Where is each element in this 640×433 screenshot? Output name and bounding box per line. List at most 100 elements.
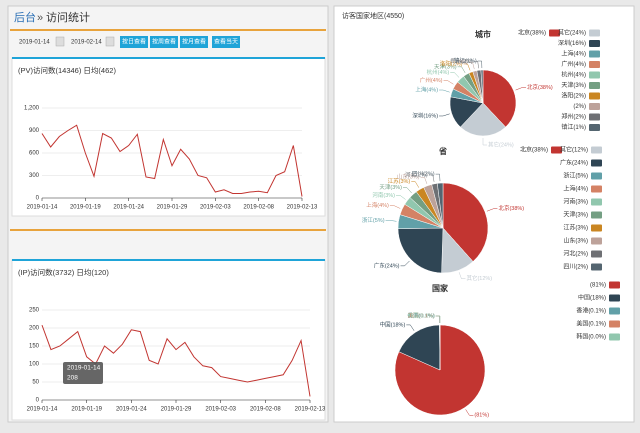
x-tick-label: 2019-01-29 [157, 205, 188, 211]
x-tick-label: 2019-02-13 [295, 407, 326, 413]
pie-title: 国家 [432, 283, 449, 293]
y-tick-label: 600 [29, 151, 40, 157]
legend-swatch[interactable] [589, 93, 600, 100]
legend-label: 浙江(5%) [563, 172, 588, 180]
x-tick-label: 2019-02-03 [205, 407, 236, 413]
slice-label: 广东(24%) [374, 261, 400, 269]
chart-title: (IP)访问数(3732) 日均(120) [18, 267, 109, 277]
x-tick-label: 2019-01-14 [27, 407, 58, 413]
page-title: 访问统计 [46, 11, 90, 24]
legend-label: 北京(38%) [520, 146, 548, 154]
x-tick-label: 2019-01-29 [161, 407, 192, 413]
legend-swatch[interactable] [591, 264, 602, 271]
slice-label: 其它(12%) [466, 274, 492, 282]
legend-label: 洛阳(2%) [561, 92, 586, 100]
slice-label: 中国(18%) [380, 320, 406, 328]
x-tick-label: 2019-02-08 [243, 205, 274, 211]
legend-swatch[interactable] [591, 225, 602, 232]
legend-swatch[interactable] [589, 124, 600, 131]
legend-label: 上海(4%) [563, 185, 588, 193]
legend-label: 北京(38%) [518, 29, 546, 37]
slice-label: 广州(4%) [420, 76, 443, 84]
legend-swatch[interactable] [591, 173, 602, 180]
legend-label: 河南(3%) [563, 198, 588, 206]
legend-swatch[interactable] [589, 114, 600, 121]
slice-label: 上海(4%) [415, 85, 438, 93]
tooltip-value: 208 [67, 375, 78, 382]
y-tick-label: 100 [29, 362, 40, 368]
x-tick-label: 2019-01-14 [27, 205, 58, 211]
legend-label: 山东(3%) [563, 237, 588, 245]
x-tick-label: 2019-02-13 [287, 205, 318, 211]
y-tick-label: 50 [32, 380, 39, 386]
legend-swatch[interactable] [609, 321, 620, 328]
x-tick-label: 2019-02-08 [250, 407, 281, 413]
legend-swatch[interactable] [609, 282, 620, 289]
legend-swatch[interactable] [589, 61, 600, 68]
legend-label: 其它(12%) [560, 146, 588, 154]
legend-swatch[interactable] [591, 251, 602, 258]
legend-label: 上海(4%) [561, 50, 586, 58]
slice-label: 韩国(0.0%) [408, 311, 435, 319]
legend-label: (81%) [590, 283, 606, 289]
slice-label: 北京(38%) [498, 204, 524, 212]
legend-swatch[interactable] [609, 295, 620, 302]
legend-swatch[interactable] [589, 51, 600, 58]
legend-label: 杭州(4%) [561, 71, 586, 79]
legend-swatch[interactable] [609, 334, 620, 341]
legend-swatch[interactable] [589, 30, 600, 37]
legend-swatch[interactable] [589, 82, 600, 89]
x-tick-label: 2019-01-19 [71, 407, 102, 413]
slice-label: 天津(3%) [379, 184, 402, 191]
legend-label: 镇江(1%) [561, 123, 586, 131]
end-date[interactable]: 2019-02-14 [71, 40, 102, 46]
legend-label: (2%) [573, 104, 586, 110]
pie-title: 省 [438, 146, 447, 156]
legend-label: 郑州(2%) [561, 113, 586, 121]
slice-label: 镇江(1%) [454, 56, 477, 64]
y-tick-label: 300 [29, 173, 40, 179]
calendar-icon[interactable] [106, 37, 114, 46]
y-tick-label: 150 [29, 344, 40, 350]
chart-title: (PV)访问数(14346) 日均(462) [18, 65, 116, 75]
calendar-icon[interactable] [56, 37, 64, 46]
legend-swatch[interactable] [589, 72, 600, 79]
legend-label: 韩国(0.0%) [576, 333, 606, 341]
legend-label: 天津(3%) [561, 82, 586, 89]
legend-swatch[interactable] [591, 186, 602, 193]
x-tick-label: 2019-01-19 [70, 205, 101, 211]
legend-label: 中国(18%) [578, 294, 606, 302]
legend-label: 深圳(16%) [558, 39, 586, 47]
pie-title: 城市 [475, 29, 491, 39]
legend-label: 河北(2%) [563, 250, 588, 258]
legend-swatch[interactable] [589, 40, 600, 47]
legend-swatch[interactable] [591, 212, 602, 219]
slice-label: 河南(3%) [372, 191, 395, 199]
y-tick-label: 900 [29, 128, 40, 134]
filter-button-label[interactable]: 按月查看 [182, 38, 206, 46]
legend-swatch[interactable] [609, 308, 620, 315]
legend-swatch[interactable] [591, 147, 602, 154]
slice-label: 四川(2%) [412, 171, 435, 178]
slice-label: 深圳(16%) [412, 111, 438, 119]
legend-label: 天津(3%) [563, 212, 588, 219]
slice-label: 北京(38%) [527, 83, 553, 91]
filter-button-label[interactable]: 查看当天 [214, 38, 238, 46]
y-tick-label: 1,200 [24, 106, 40, 112]
legend-swatch[interactable] [591, 199, 602, 206]
legend-swatch[interactable] [589, 103, 600, 110]
home-link[interactable]: 后台 [14, 10, 36, 24]
filter-button-label[interactable]: 按日查看 [122, 38, 146, 46]
legend-label: 四川(2%) [563, 264, 588, 271]
x-tick-label: 2019-01-24 [116, 407, 147, 413]
start-date[interactable]: 2019-01-14 [19, 40, 50, 46]
legend-label: 香港(0.1%) [576, 307, 606, 315]
x-tick-label: 2019-01-24 [113, 205, 144, 211]
legend-label: 广东(24%) [560, 159, 588, 167]
filter-button-label[interactable]: 按周查看 [152, 38, 176, 46]
tooltip-label: 2019-01-14 [67, 365, 101, 372]
legend-swatch[interactable] [591, 160, 602, 167]
legend-swatch[interactable] [591, 238, 602, 245]
